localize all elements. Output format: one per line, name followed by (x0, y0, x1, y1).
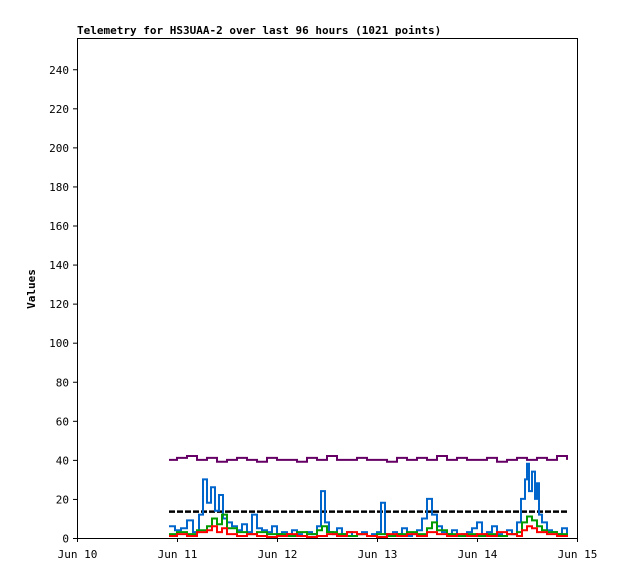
y-tick-label: 160 (49, 220, 69, 233)
y-tick-label: 240 (49, 64, 69, 77)
y-tick-label: 200 (49, 142, 69, 155)
series-line-2 (169, 462, 568, 537)
x-tick-label: Jun 11 (158, 548, 198, 561)
x-tick-label: Jun 13 (358, 548, 398, 561)
x-tick-label: Jun 10 (58, 548, 98, 561)
x-tick-label: Jun 12 (258, 548, 298, 561)
plot-frame (77, 38, 578, 539)
y-axis-label: Values (25, 269, 38, 309)
y-tick-label: 0 (62, 533, 69, 546)
y-tick-label: 180 (49, 181, 69, 194)
y-tick-label: 60 (56, 415, 69, 428)
y-tick-label: 220 (49, 103, 69, 116)
series-layer (169, 455, 568, 538)
chart-title: Telemetry for HS3UAA-2 over last 96 hour… (77, 24, 441, 37)
x-tick-label: Jun 14 (458, 548, 498, 561)
y-tick-label: 120 (49, 298, 69, 311)
x-tick-label: Jun 15 (558, 548, 598, 561)
series-line-0 (169, 455, 568, 463)
y-tick-label: 140 (49, 259, 69, 272)
y-tick-label: 100 (49, 337, 69, 350)
y-tick-label: 80 (56, 376, 69, 389)
y-tick-label: 40 (56, 454, 69, 467)
series-line-4 (169, 525, 568, 538)
y-tick-label: 20 (56, 493, 69, 506)
axis-layer: 0 20 40 60 80 100 120 140 160 180 200 220 240 Jun 10 J… (49, 64, 597, 561)
